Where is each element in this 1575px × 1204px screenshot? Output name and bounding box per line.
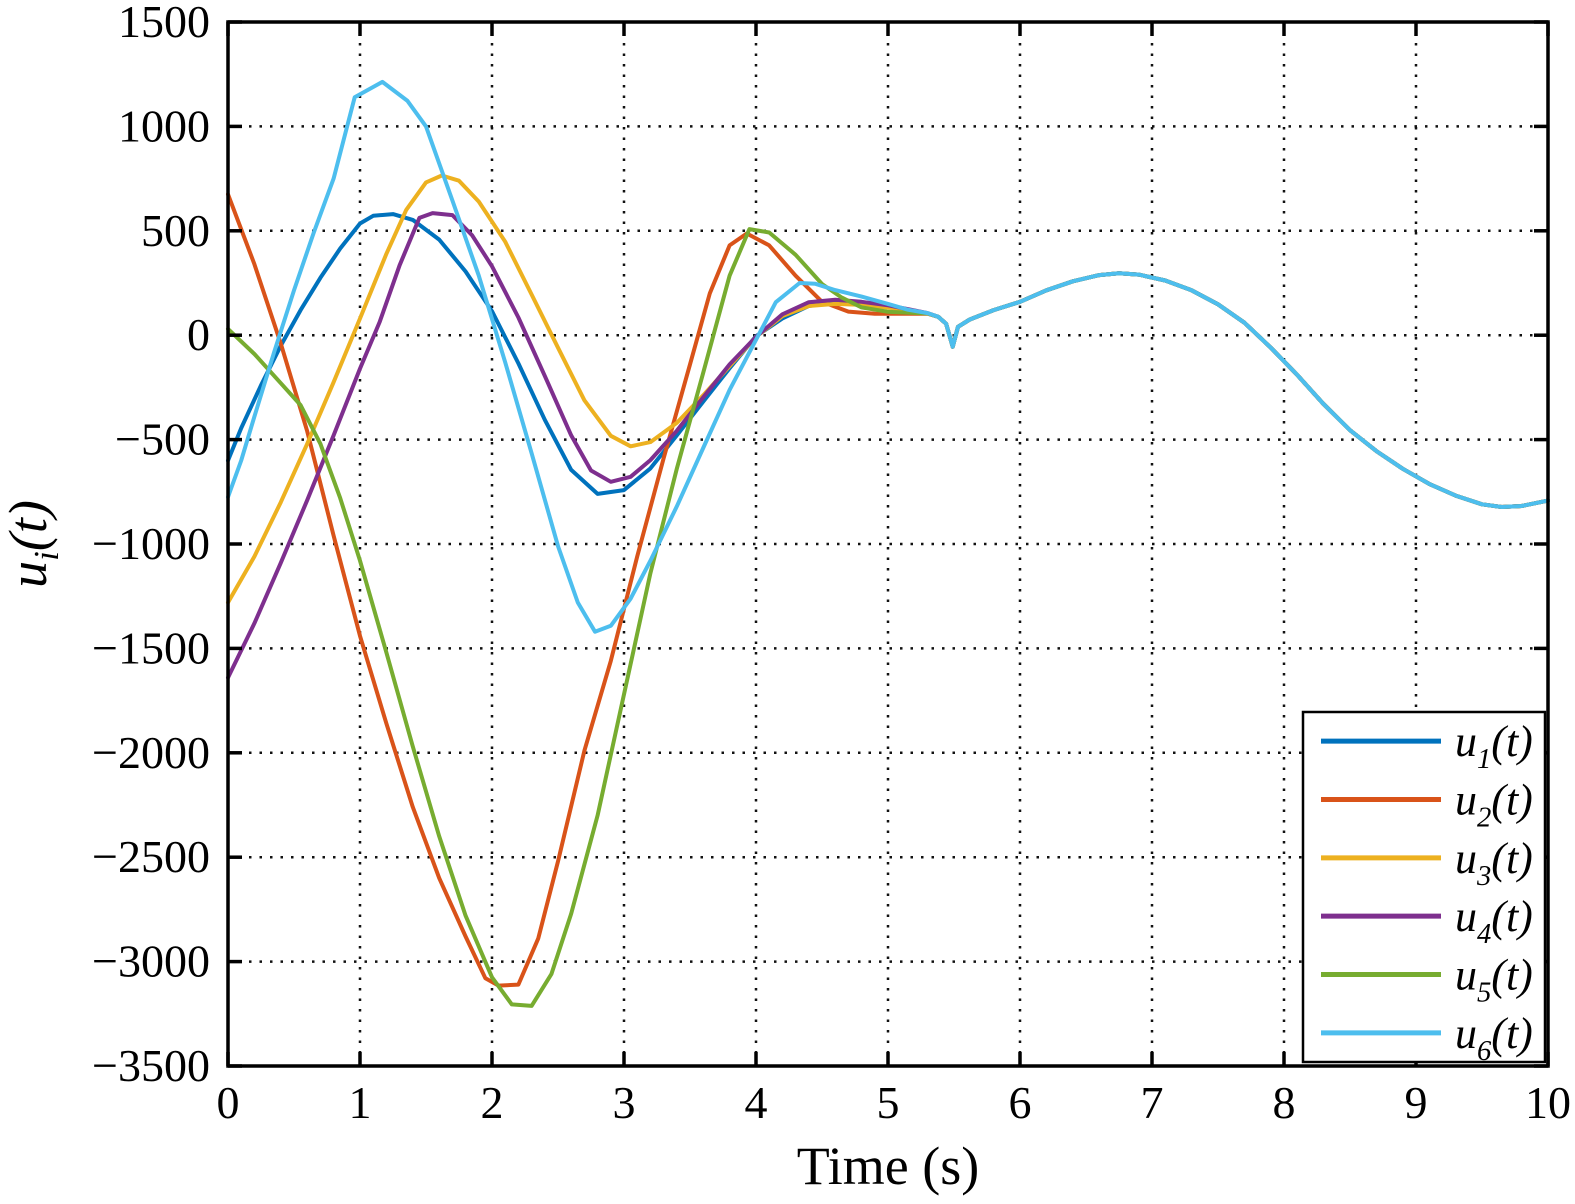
x-tick-label: 10 [1525,1077,1571,1128]
axes [226,20,1550,1068]
y-tick-label: 1000 [118,100,210,151]
legend-entry-label: u5(t) [1455,951,1533,1009]
legend-entry-label: u1(t) [1455,717,1533,775]
x-tick-label: 2 [481,1077,504,1128]
legend-entry-label: u6(t) [1455,1009,1533,1067]
x-tick-label: 4 [745,1077,768,1128]
y-tick-label: 500 [141,205,210,256]
legend-entry-label: u2(t) [1455,776,1533,834]
legend-entry-5: u5(t) [1321,951,1533,1009]
legend-entry-6: u6(t) [1321,1009,1533,1067]
line-u6t [226,79,1550,634]
line-u4t [226,211,1550,680]
y-tick-label: −1500 [92,622,210,673]
x-tick-label: 1 [349,1077,372,1128]
legend-box [1301,710,1547,1064]
x-tick-label: 7 [1141,1077,1164,1128]
x-tick-label: 0 [217,1077,240,1128]
legend: u1(t)u2(t)u3(t)u4(t)u5(t)u6(t) [1301,710,1547,1067]
x-tick-label: 5 [877,1077,900,1128]
x-tick-labels: 0 1 2 3 4 5 6 7 8 9 10 [217,1077,1572,1128]
y-tick-label: −2000 [92,727,210,778]
legend-entry-2: u2(t) [1321,776,1533,834]
y-axis-title: ui(t) [0,500,66,588]
y-tick-label: 0 [187,309,210,360]
x-axis-title: Time (s) [797,1136,980,1196]
legend-entry-1: u1(t) [1321,717,1533,775]
legend-entry-label: u3(t) [1455,834,1533,892]
x-tick-label: 9 [1405,1077,1428,1128]
y-tick-label: −1000 [92,518,210,569]
x-tick-label: 3 [613,1077,636,1128]
legend-entry-4: u4(t) [1321,892,1533,950]
y-tick-label: −3000 [92,936,210,987]
y-tick-label: −500 [115,414,210,465]
y-tick-label: 1500 [118,0,210,47]
y-tick-label: −3500 [92,1040,210,1091]
x-tick-label: 6 [1009,1077,1032,1128]
x-tick-label: 8 [1273,1077,1296,1128]
y-tick-labels: 1500 1000 500 0 −500 −1000 −1500 −2000 −2500 −300… [92,0,210,1091]
legend-entry-3: u3(t) [1321,834,1533,892]
legend-entry-label: u4(t) [1455,892,1533,950]
y-tick-label: −2500 [92,831,210,882]
series-group [226,79,1550,1008]
